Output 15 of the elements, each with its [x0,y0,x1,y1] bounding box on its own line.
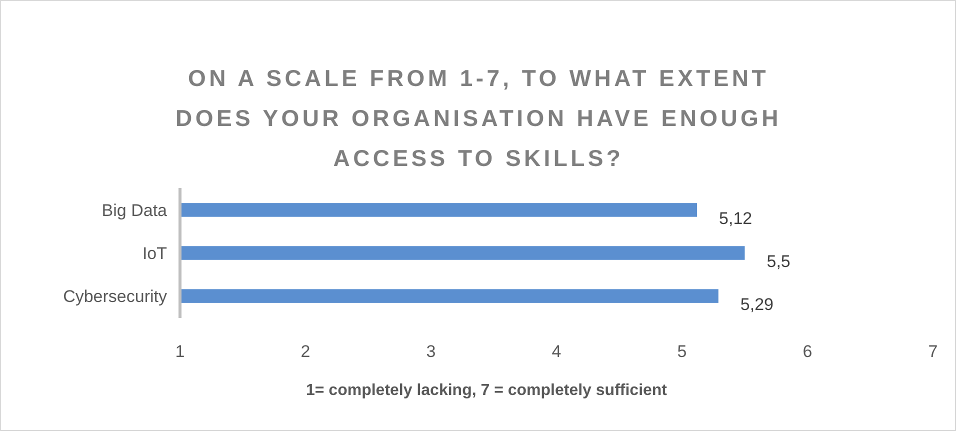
y-tick-label: Cybersecurity [63,287,168,306]
data-label: 5,12 [719,208,752,228]
x-tick-label: 1 [175,342,185,361]
x-tick-label: 2 [300,342,310,361]
data-label: 5,5 [766,252,790,271]
x-tick-label: 6 [802,342,812,361]
y-tick-label: Big Data [102,200,168,220]
x-tick-label: 5 [677,342,687,361]
chart-title: ON A SCALE FROM 1-7, TO WHAT EXTENT DOES YOUR ORGANISATION HAVE ENOUGH ACCESS TO SKILLS? [176,65,782,171]
data-label: 5,29 [740,295,774,314]
y-tick-label: IoT [142,244,167,263]
x-tick-label: 7 [928,342,938,361]
x-tick-label: 3 [426,342,436,361]
x-axis-title: 1= completely lacking, 7 = completely sufficient [306,382,668,399]
x-tick-label: 4 [552,342,562,361]
